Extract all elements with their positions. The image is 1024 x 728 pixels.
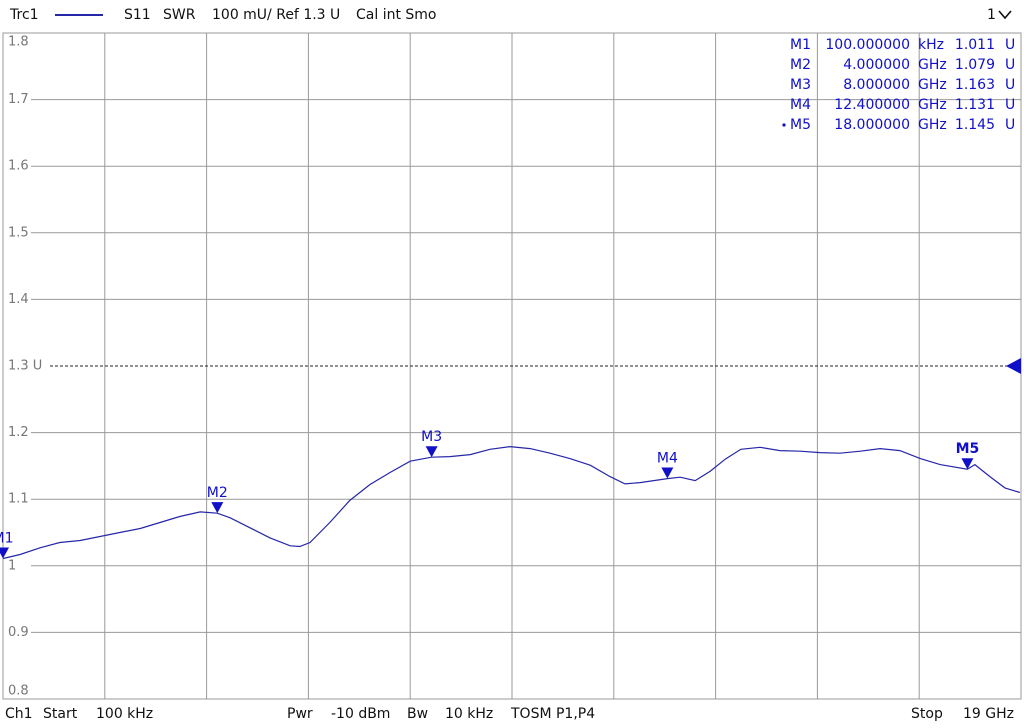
ref-marker [1006, 358, 1021, 374]
y-tick-label: 1.7 [8, 92, 29, 107]
bw: 10 kHz [445, 706, 493, 722]
marker-unit: U [1005, 117, 1015, 133]
marker-value: 1.163 [955, 77, 995, 93]
marker-freq-unit: GHz [918, 97, 947, 113]
stop: 19 GHz [963, 706, 1014, 722]
calibration: Cal int Smo [356, 7, 437, 23]
marker-triangle [0, 547, 9, 559]
plot-area: 0.8 0.9 1 1.1 1.2 1.3 U 1.4 1.5 1.6 1.7 1.8 M1 M1 100… [0, 32, 1022, 700]
marker-label: M2 [207, 485, 228, 501]
power: -10 dBm [331, 706, 390, 722]
marker-label: M5 [956, 441, 980, 457]
y-tick-label: 1.1 [8, 492, 29, 507]
marker-freq: 4.000000 [843, 57, 910, 73]
y-tick-label: 1.2 [8, 425, 29, 440]
marker-triangle [425, 446, 438, 458]
marker-freq: 8.000000 [843, 77, 910, 93]
marker-name: M4 [790, 97, 811, 113]
marker-triangle [961, 458, 974, 470]
start-label: Start [43, 706, 78, 722]
channel: Ch1 [5, 706, 33, 722]
y-tick-label: 1.6 [8, 159, 29, 174]
marker-freq-unit: kHz [918, 37, 944, 53]
power-label: Pwr [287, 706, 313, 722]
marker-freq: 12.400000 [834, 97, 910, 113]
marker-triangle [661, 467, 674, 479]
marker-value: 1.145 [955, 117, 995, 133]
measurement: S11 [124, 7, 151, 23]
marker-value: 1.011 [955, 37, 995, 53]
marker-label: M4 [657, 451, 678, 467]
bw-label: Bw [407, 706, 428, 722]
marker-unit: U [1005, 57, 1015, 73]
marker-freq-unit: GHz [918, 117, 947, 133]
marker-triangle [211, 502, 224, 514]
y-tick-label: 1 [8, 558, 16, 573]
y-tick-label: 0.8 [8, 684, 29, 699]
marker-label: M3 [421, 429, 442, 445]
y-tick-label: 1.3 U [8, 359, 42, 374]
marker-freq: 100.000000 [825, 37, 910, 53]
marker-unit: U [1005, 37, 1015, 53]
trace-line [2, 445, 1021, 560]
start: 100 kHz [96, 706, 153, 722]
active-dot [782, 123, 786, 127]
trace-name: Trc1 [9, 7, 39, 23]
scale: 100 mU/ Ref 1.3 U [212, 7, 340, 23]
marker-name: M5 [790, 117, 811, 133]
y-tick-label: 1.5 [8, 225, 29, 240]
cal-type: TOSM P1,P4 [510, 706, 595, 722]
marker-value: 1.079 [955, 57, 995, 73]
marker-unit: U [1005, 97, 1015, 113]
chevron[interactable] [998, 10, 1012, 20]
marker-name: M1 [790, 37, 811, 53]
y-tick-label: 0.9 [8, 625, 29, 640]
marker-freq: 18.000000 [834, 117, 910, 133]
marker-name: M2 [790, 57, 811, 73]
stop-label: Stop [911, 706, 943, 722]
y-tick-label: 1.4 [8, 292, 29, 307]
marker-name: M3 [790, 77, 811, 93]
marker-label: M1 [0, 530, 14, 546]
marker-freq-unit: GHz [918, 77, 947, 93]
marker-unit: U [1005, 77, 1015, 93]
marker-freq-unit: GHz [918, 57, 947, 73]
channel-menu[interactable]: 1 [987, 7, 996, 23]
format: SWR [163, 7, 196, 23]
y-tick-label: 1.8 [8, 35, 29, 50]
marker-value: 1.131 [955, 97, 995, 113]
